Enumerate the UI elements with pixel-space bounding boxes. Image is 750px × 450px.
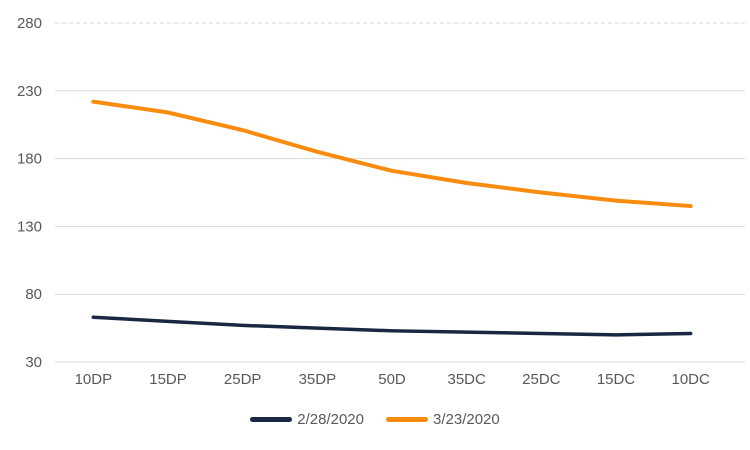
x-tick-label-10DC: 10DC [671,371,710,388]
y-tick-label-180: 180 [17,151,42,168]
y-tick-label-280: 280 [17,15,42,32]
legend-item-3/23/2020: 3/23/2020 [386,412,500,427]
x-tick-label-15DP: 15DP [149,371,187,388]
y-tick-label-80: 80 [25,286,42,303]
x-tick-label-35DP: 35DP [299,371,337,388]
legend: 2/28/2020 3/23/2020 [0,412,750,427]
series-line-2/28/2020 [91,315,693,337]
y-tick-label-130: 130 [17,218,42,235]
x-tick-label-35DC: 35DC [447,371,486,388]
legend-swatch-icon [250,417,293,422]
y-tick-label-230: 230 [17,83,42,100]
legend-label: 3/23/2020 [433,411,500,428]
x-tick-label-25DP: 25DP [224,371,262,388]
series-line-3/23/2020 [91,99,693,209]
x-tick-label-25DC: 25DC [522,371,561,388]
x-tick-label-15DC: 15DC [597,371,636,388]
legend-item-2/28/2020: 2/28/2020 [250,412,364,427]
legend-label: 2/28/2020 [297,411,364,428]
plot-area: 30 80 130 180 230 280 10DP 15DP 25DP 35DP 50D 35DC 2… [17,15,745,388]
x-tick-label-10DP: 10DP [75,371,113,388]
x-tick-label-50D: 50D [378,371,406,388]
legend-swatch-icon [386,417,428,422]
y-tick-label-30: 30 [25,354,42,371]
